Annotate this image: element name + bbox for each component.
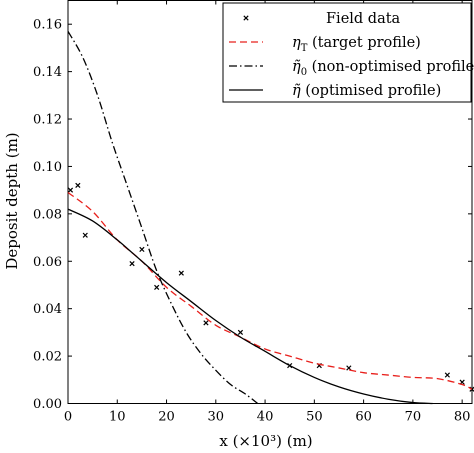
y-axis-label: Deposit depth (m) <box>3 132 21 269</box>
legend-box <box>222 2 472 103</box>
x-tick-label: 10 <box>109 410 126 425</box>
x-tick-label: 80 <box>454 410 471 425</box>
y-tick-label: 0.04 <box>33 302 62 317</box>
x-tick-label: 30 <box>208 410 225 425</box>
x-axis-label: x (×10³) (m) <box>219 432 312 450</box>
field-data-point <box>203 320 209 326</box>
y-tick-label: 0.14 <box>33 65 62 80</box>
legend-label: η̃ (optimised profile) <box>292 83 441 99</box>
field-data-point <box>82 232 88 238</box>
series-line-3 <box>67 208 433 405</box>
field-data-point <box>75 182 81 189</box>
x-tick-label: 60 <box>355 410 372 425</box>
x-tick-label: 0 <box>64 410 72 425</box>
series-line-2 <box>67 30 259 405</box>
y-tick-label: 0.08 <box>33 207 62 222</box>
y-tick-label: 0.16 <box>33 18 62 33</box>
x-tick-label: 70 <box>405 410 422 425</box>
y-tick-label: 0.10 <box>33 160 62 175</box>
series-layer <box>67 30 474 405</box>
y-tick-label: 0.06 <box>33 255 62 270</box>
field-data-point <box>67 187 74 193</box>
legend-item: η̃0 (non-optimised profile) <box>229 59 474 78</box>
ticks: 0 10 20 30 40 50 60 70 80 0.00 0.02 0.04 0.06 0.08 0.1… <box>33 0 472 425</box>
x-tick-label: 40 <box>257 410 274 425</box>
legend: Field data ηT (target profile) η̃0 (non-op… <box>222 2 474 103</box>
field-data-point <box>154 284 160 290</box>
y-tick-label: 0.00 <box>33 397 62 412</box>
legend-item: ηT (target profile) <box>229 35 421 54</box>
y-tick-label: 0.12 <box>33 113 62 128</box>
legend-item: Field data <box>243 11 401 27</box>
legend-label: Field data <box>326 11 401 27</box>
legend-label: ηT (target profile) <box>292 35 421 54</box>
y-tick-label: 0.02 <box>33 350 62 365</box>
field-data-point <box>139 246 145 253</box>
plot-frame <box>67 0 473 404</box>
field-data-point <box>237 329 244 336</box>
field-data-point <box>444 372 450 378</box>
field-data-point <box>178 270 184 276</box>
series-line-1 <box>67 192 473 390</box>
legend-label: η̃0 (non-optimised profile) <box>292 59 474 78</box>
field-data-point <box>129 261 135 267</box>
x-tick-label: 20 <box>158 410 175 425</box>
field-data-point <box>346 365 352 371</box>
x-tick-label: 50 <box>306 410 323 425</box>
legend-item: η̃ (optimised profile) <box>229 83 441 99</box>
